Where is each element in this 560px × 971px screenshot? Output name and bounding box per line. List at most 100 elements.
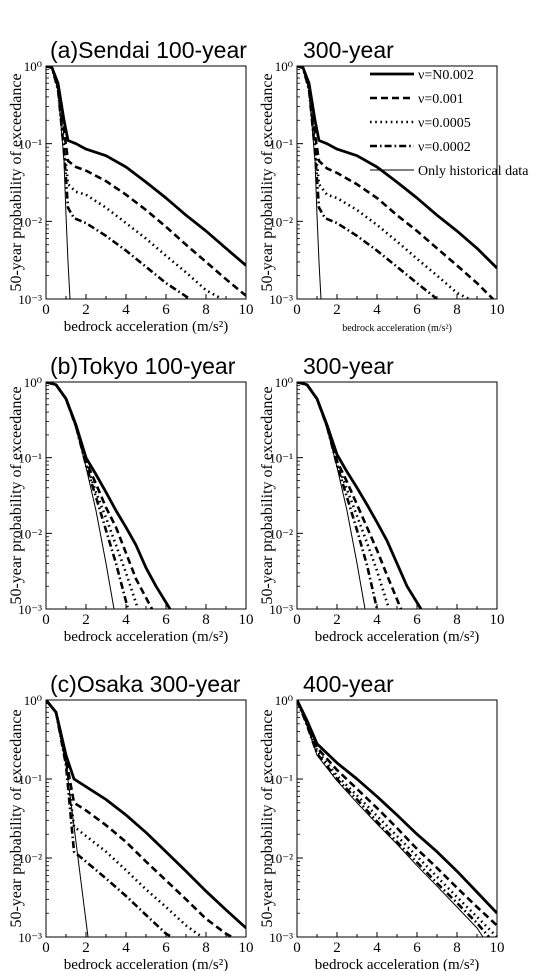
x-tick-label: 4 — [373, 302, 381, 318]
series-line-5 — [46, 66, 71, 299]
chart-title: (c)Osaka 300-year — [50, 671, 241, 697]
legend-label-1: ν=N0.002 — [418, 68, 474, 83]
x-tick-label: 0 — [293, 940, 301, 956]
y-tick-label: 10⁻¹ — [269, 137, 293, 152]
x-tick-label: 0 — [293, 302, 301, 318]
y-tick-label: 10⁻³ — [18, 292, 42, 307]
series-line-1 — [297, 700, 497, 915]
series-line-2 — [297, 382, 403, 609]
x-tick-label: 8 — [202, 302, 210, 318]
series-line-5 — [297, 700, 484, 937]
y-tick-label: 10⁰ — [24, 59, 42, 74]
y-tick-label: 10⁻¹ — [18, 772, 42, 787]
y-axis-label: 50-year probability of exceedance — [259, 709, 276, 927]
x-tick-label: 2 — [82, 302, 90, 318]
x-tick-label: 4 — [122, 302, 130, 318]
x-tick-label: 2 — [82, 612, 90, 628]
chart-panel-5: 0 2 4 6 8 10 10⁻³ 10⁻² 10⁻¹ 10⁰ (c)Osaka 300-year b… — [8, 671, 254, 971]
x-tick-label: 0 — [42, 302, 50, 318]
chart-panel-6: 0 2 4 6 8 10 10⁻³ 10⁻² 10⁻¹ 10⁰ 400-year bedrock ac… — [259, 671, 505, 971]
x-axis-label: bedrock acceleration (m/s²) — [315, 629, 479, 645]
x-tick-label: 10 — [490, 612, 505, 628]
x-tick-label: 10 — [490, 302, 505, 318]
series-line-5 — [46, 382, 115, 609]
y-tick-label: 10⁻¹ — [18, 451, 42, 466]
x-axis-label: bedrock acceleration (m/s²) — [342, 323, 452, 334]
y-tick-label: 10⁻³ — [18, 602, 42, 617]
y-tick-label: 10⁻² — [18, 214, 42, 229]
y-tick-label: 10⁻² — [269, 526, 293, 541]
chart-title: (b)Tokyo 100-year — [50, 353, 236, 379]
chart-panel-4: 0 2 4 6 8 10 10⁻³ 10⁻² 10⁻¹ 10⁰ 300-year bedrock ac… — [259, 353, 505, 645]
x-tick-label: 8 — [453, 612, 461, 628]
series-line-5 — [297, 66, 322, 299]
y-tick-label: 10⁰ — [275, 693, 293, 708]
y-axis-label: 50-year probability of exceedance — [259, 386, 276, 604]
y-axis-label: 50-year probability of exceedance — [8, 386, 25, 604]
x-tick-label: 4 — [122, 612, 130, 628]
series-line-4 — [46, 382, 130, 609]
x-tick-label: 6 — [413, 940, 421, 956]
x-axis-label: bedrock acceleration (m/s²) — [64, 957, 228, 971]
y-tick-label: 10⁰ — [275, 375, 293, 390]
x-tick-label: 10 — [239, 612, 254, 628]
y-tick-label: 10⁻² — [269, 851, 293, 866]
chart-panel-1: 0 2 4 6 8 10 10⁻³ 10⁻² 10⁻¹ 10⁰ (a)Sendai 100-year… — [8, 37, 254, 335]
series-line-4 — [46, 66, 191, 299]
chart-title: 400-year — [303, 671, 394, 697]
x-tick-label: 2 — [333, 612, 341, 628]
series-line-4 — [297, 66, 438, 299]
x-tick-label: 6 — [162, 940, 170, 956]
series-line-3 — [297, 382, 391, 609]
legend-label-3: ν=0.0005 — [418, 116, 471, 131]
y-tick-label: 10⁻¹ — [269, 772, 293, 787]
x-tick-label: 0 — [42, 940, 50, 956]
series-line-2 — [46, 700, 233, 937]
y-tick-label: 10⁻¹ — [269, 451, 293, 466]
series-line-3 — [297, 700, 497, 937]
x-tick-label: 4 — [373, 612, 381, 628]
x-tick-label: 6 — [162, 612, 170, 628]
series-line-2 — [46, 382, 154, 609]
y-tick-label: 10⁻¹ — [18, 137, 42, 152]
x-tick-label: 8 — [202, 612, 210, 628]
y-axis-label: 50-year probability of exceedance — [8, 709, 25, 927]
chart-panel-2: 0 2 4 6 8 10 10⁻³ 10⁻² 10⁻¹ 10⁰ 300-year bedrock ac… — [259, 37, 505, 334]
plot-frame — [296, 699, 498, 938]
chart-title: 300-year — [303, 353, 394, 379]
legend-label-2: ν=0.001 — [418, 92, 464, 107]
chart-panel-3: 0 2 4 6 8 10 10⁻³ 10⁻² 10⁻¹ 10⁰ (b)Tokyo 100-year b… — [8, 353, 254, 645]
plot-frame — [296, 381, 498, 610]
x-tick-label: 0 — [293, 612, 301, 628]
series-line-3 — [46, 66, 223, 299]
y-tick-label: 10⁻³ — [269, 602, 293, 617]
x-tick-label: 2 — [333, 302, 341, 318]
plot-frame — [45, 381, 247, 610]
y-tick-label: 10⁰ — [275, 59, 293, 74]
y-tick-label: 10⁻³ — [269, 930, 293, 945]
y-tick-label: 10⁻² — [18, 851, 42, 866]
y-tick-label: 10⁻² — [269, 214, 293, 229]
y-axis-label: 50-year probability of exceedance — [8, 73, 25, 291]
y-tick-label: 10⁰ — [24, 693, 42, 708]
x-tick-label: 6 — [413, 612, 421, 628]
series-line-1 — [46, 700, 246, 930]
x-axis-label: bedrock acceleration (m/s²) — [64, 319, 228, 335]
series-line-5 — [297, 382, 366, 609]
x-tick-label: 0 — [42, 612, 50, 628]
series-line-2 — [297, 700, 497, 927]
x-tick-label: 8 — [453, 940, 461, 956]
x-tick-label: 2 — [333, 940, 341, 956]
x-tick-label: 6 — [162, 302, 170, 318]
legend: ν=N0.002 ν=0.001 ν=0.0005 ν=0.0002 Only hist… — [370, 68, 529, 179]
series-line-2 — [297, 66, 494, 299]
chart-title: (a)Sendai 100-year — [50, 37, 247, 63]
y-tick-label: 10⁻³ — [18, 930, 42, 945]
x-axis-label: bedrock acceleration (m/s²) — [315, 957, 479, 971]
x-tick-label: 4 — [122, 940, 130, 956]
chart-title: 300-year — [303, 37, 394, 63]
series-line-4 — [297, 382, 379, 609]
series-line-4 — [46, 700, 173, 937]
series-line-2 — [46, 66, 246, 297]
